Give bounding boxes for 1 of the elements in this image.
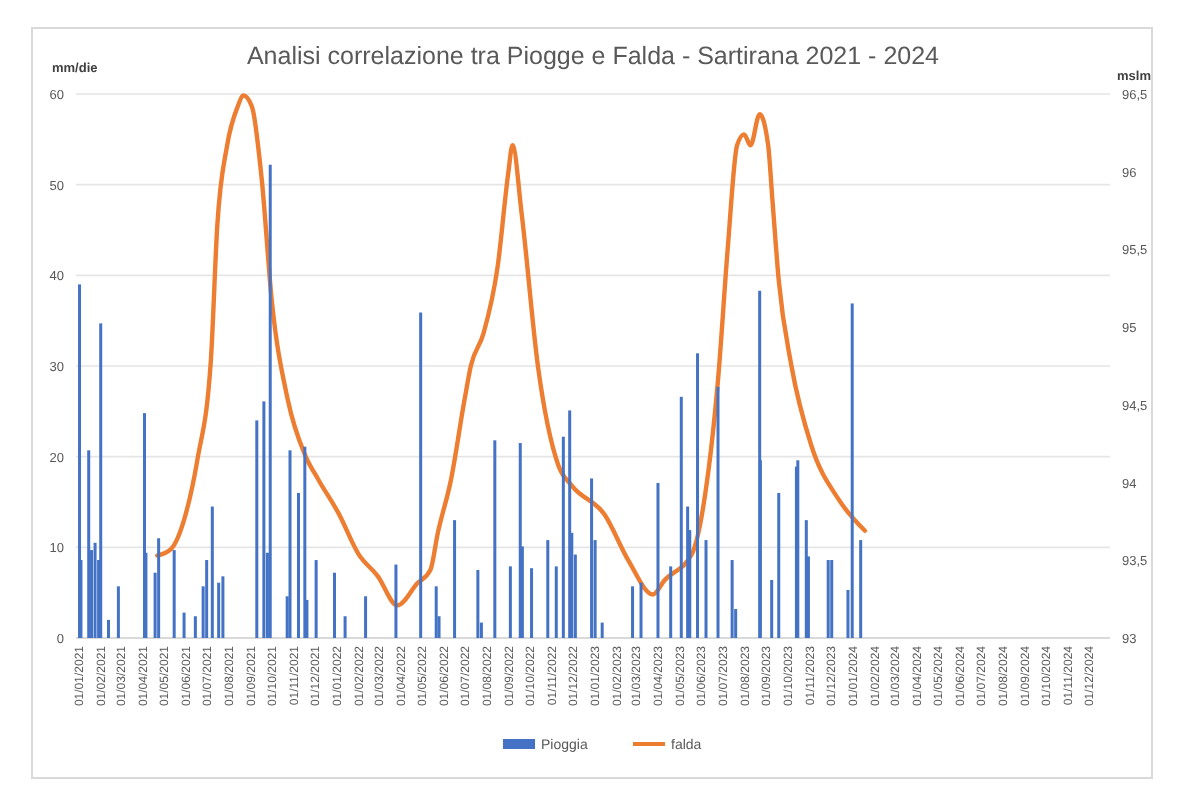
chart-title: Analisi correlazione tra Piogge e Falda - Sartirana 2021 - 2024 <box>246 42 940 70</box>
